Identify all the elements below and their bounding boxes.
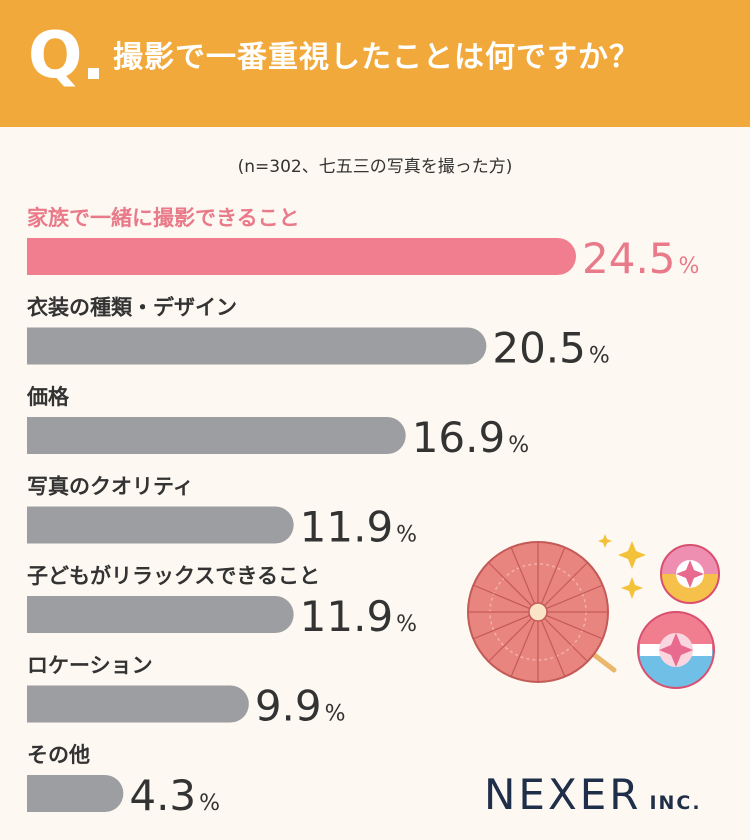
value-unit: % <box>679 254 700 279</box>
bar <box>27 596 294 633</box>
value-number: 11.9 <box>300 592 394 641</box>
value-number: 4.3 <box>129 771 196 820</box>
bar <box>27 775 124 812</box>
temari-ball-icon <box>660 544 720 604</box>
value-number: 11.9 <box>300 503 394 552</box>
value-number: 16.9 <box>412 413 506 462</box>
value-label: 16.9% <box>412 413 529 462</box>
value-unit: % <box>589 344 610 369</box>
value-label: 4.3% <box>129 771 220 820</box>
value-label: 20.5% <box>492 324 609 373</box>
value-label: 24.5% <box>582 234 699 283</box>
category-label: 子どもがリラックスできること <box>27 564 320 588</box>
value-unit: % <box>396 612 417 637</box>
nexer-logo: NEXER INC. <box>484 770 702 819</box>
category-label: 価格 <box>26 385 70 409</box>
bar <box>27 327 487 365</box>
logo-main: NEXER <box>484 770 642 819</box>
temari-ball-icon <box>637 611 715 689</box>
bar <box>27 506 294 544</box>
umbrella-temari-illustration <box>467 534 720 689</box>
value-label: 11.9% <box>300 503 417 552</box>
bar <box>27 238 576 275</box>
logo-sub: INC. <box>649 792 702 814</box>
category-label: 家族で一緒に撮影できること <box>27 206 300 230</box>
value-unit: % <box>508 433 529 458</box>
value-label: 11.9% <box>300 592 417 641</box>
category-label: その他 <box>27 743 90 767</box>
value-unit: % <box>325 702 346 727</box>
value-unit: % <box>199 791 220 816</box>
sparkle-icon <box>621 577 643 599</box>
value-number: 20.5 <box>492 324 586 373</box>
q-dot <box>88 68 99 79</box>
sparkle-icon <box>598 534 612 548</box>
q-mark: Q <box>28 19 83 93</box>
value-label: 9.9% <box>255 682 346 731</box>
bar <box>27 417 406 454</box>
question-header: Q 撮影で一番重視したことは何ですか？ <box>0 0 750 127</box>
question-title: 撮影で一番重視したことは何ですか？ <box>113 40 640 75</box>
bar <box>27 685 249 723</box>
value-number: 24.5 <box>582 234 676 283</box>
umbrella-icon <box>467 541 617 683</box>
value-number: 9.9 <box>255 682 322 731</box>
sparkle-icon <box>618 541 646 569</box>
value-unit: % <box>396 523 417 548</box>
sample-note: (n=302、七五三の写真を撮った方) <box>237 157 513 177</box>
category-label: ロケーション <box>27 654 153 678</box>
category-label: 衣装の種類・デザイン <box>27 296 237 320</box>
category-label: 写真のクオリティ <box>27 475 194 499</box>
